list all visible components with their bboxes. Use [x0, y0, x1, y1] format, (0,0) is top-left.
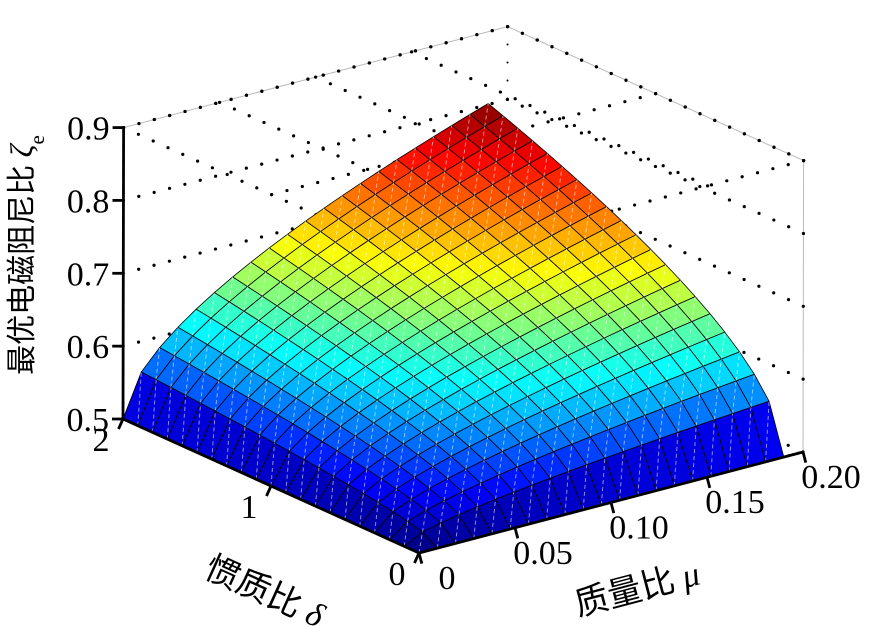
svg-text:0.15: 0.15: [705, 484, 765, 521]
svg-text:2: 2: [93, 422, 110, 459]
svg-text:0: 0: [439, 560, 456, 597]
svg-text:0.05: 0.05: [513, 535, 573, 572]
svg-text:0.7: 0.7: [67, 256, 110, 293]
svg-text:1: 1: [241, 489, 258, 526]
svg-text:0.20: 0.20: [801, 459, 861, 496]
svg-text:0.8: 0.8: [67, 183, 110, 220]
svg-text:0.9: 0.9: [67, 111, 110, 148]
svg-text:0.10: 0.10: [609, 510, 669, 547]
svg-text:0: 0: [389, 556, 406, 593]
svg-text:0.6: 0.6: [67, 329, 110, 366]
